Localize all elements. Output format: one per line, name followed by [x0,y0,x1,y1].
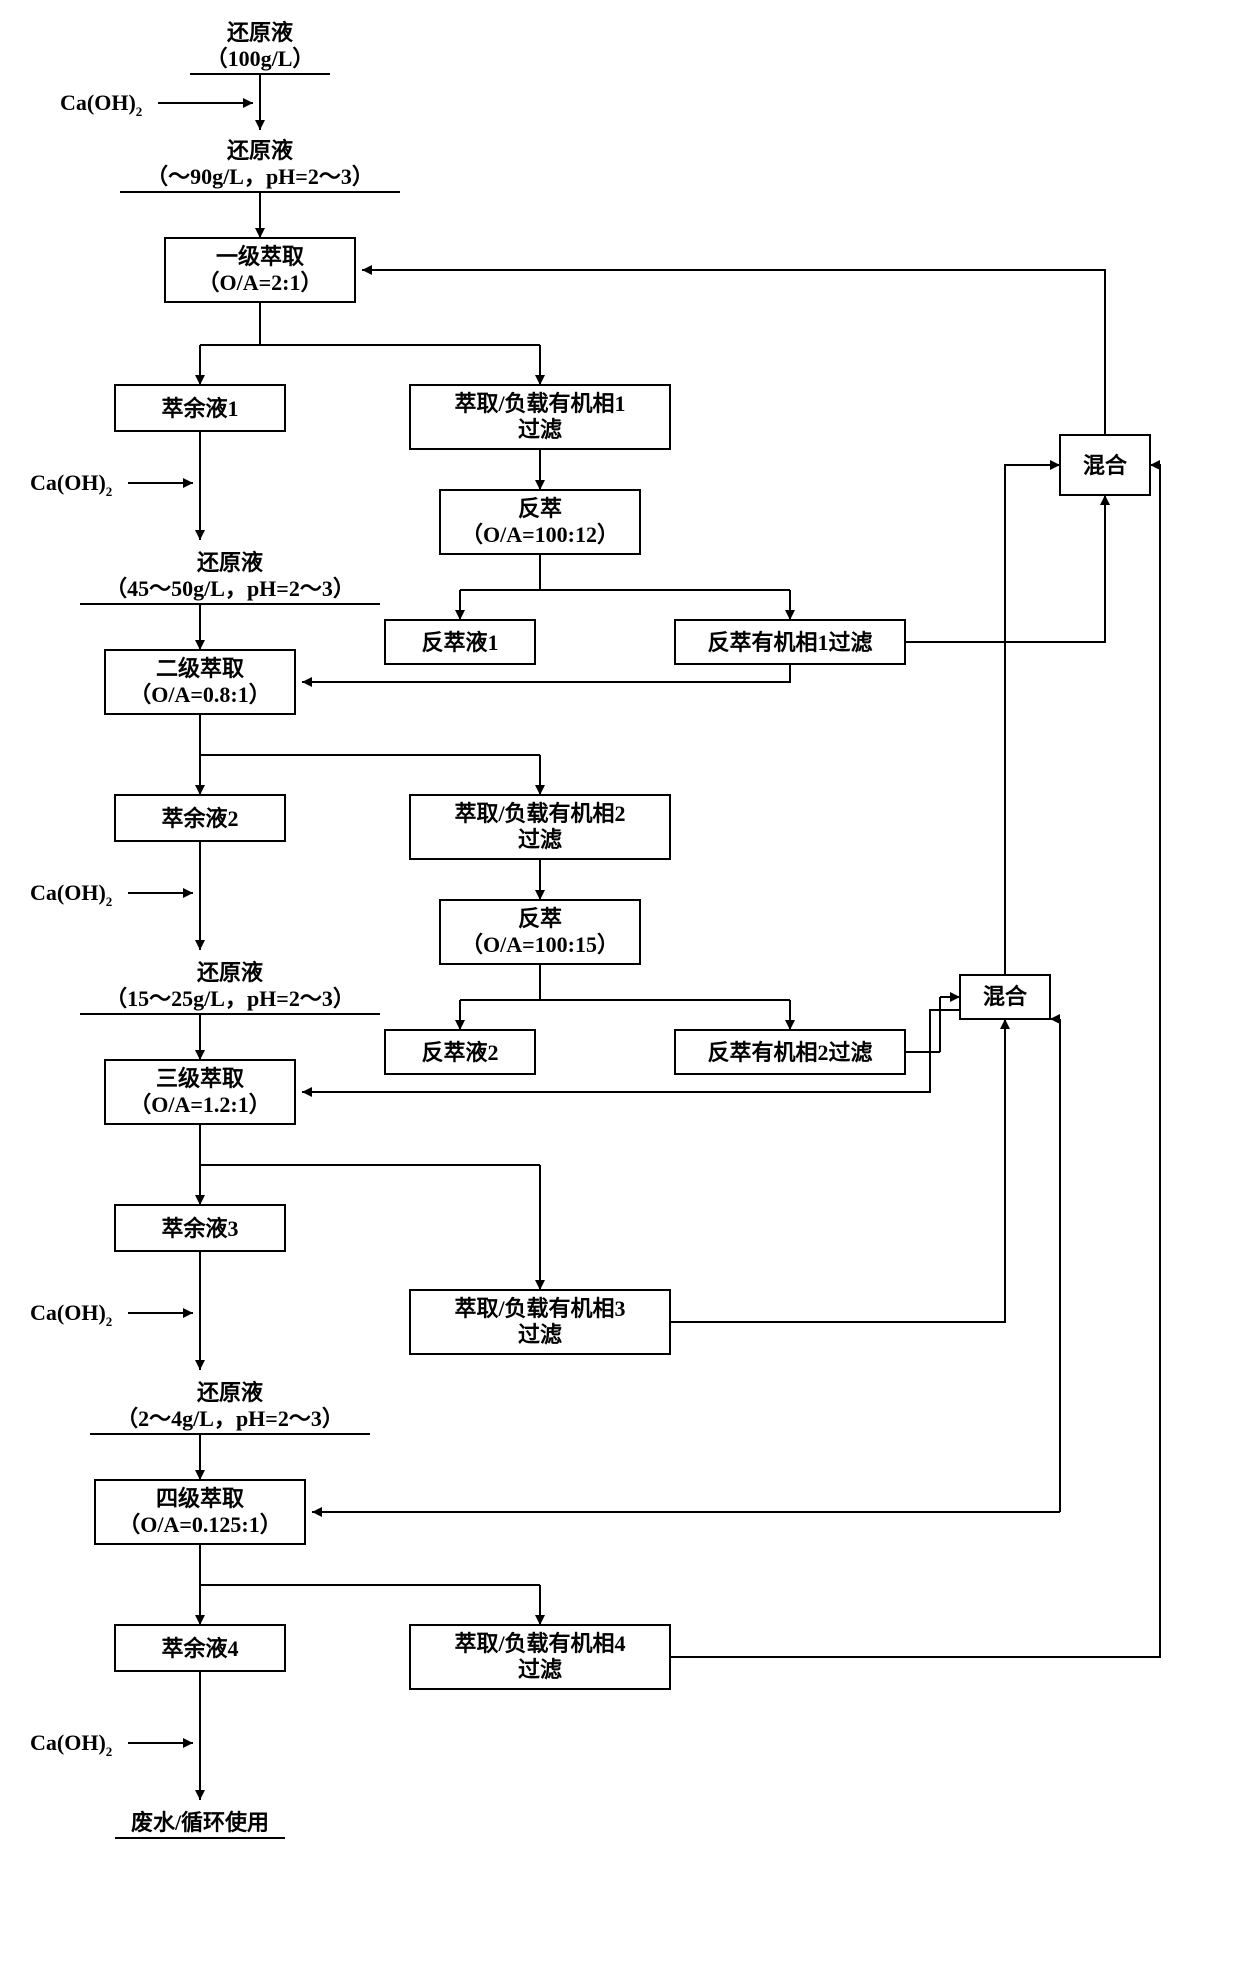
svg-text:还原液: 还原液 [196,960,263,985]
svg-text:还原液: 还原液 [196,550,263,575]
svg-text:（O/A=0.8:1）: （O/A=0.8:1） [129,682,270,707]
node-mix2: 混合 [960,975,1050,1019]
edge-recycle-1 [302,664,790,682]
node-strip1: 反萃 （O/A=100:12） [440,490,640,554]
node-extract3: 三级萃取 （O/A=1.2:1） [105,1060,295,1124]
svg-text:（2～4g/L，pH=2～3）: （2～4g/L，pH=2～3） [116,1406,344,1431]
node-load1: 萃取/负载有机相1 过滤 [410,385,670,449]
node-mix1: 混合 [1060,435,1150,495]
edge-mix2-mix1 [1005,465,1060,975]
svg-text:废水/循环使用: 废水/循环使用 [131,1810,269,1835]
svg-text:还原液: 还原液 [196,1380,263,1405]
node-load3: 萃取/负载有机相3 过滤 [410,1290,670,1354]
node-reduce3: 还原液 （45～50g/L，pH=2～3） [80,550,380,604]
svg-text:反萃液1: 反萃液1 [421,630,498,655]
svg-text:过滤: 过滤 [518,827,562,852]
svg-text:一级萃取: 一级萃取 [216,244,304,269]
node-reduce5: 还原液 （2～4g/L，pH=2～3） [90,1380,370,1434]
node-load2: 萃取/负载有机相2 过滤 [410,795,670,859]
svg-text:反萃: 反萃 [518,496,562,521]
node-raff2: 萃余液2 [115,795,285,841]
svg-text:二级萃取: 二级萃取 [156,656,244,681]
reagent-3: Ca(OH)2 [30,880,193,909]
svg-text:混合: 混合 [983,984,1028,1009]
svg-text:四级萃取: 四级萃取 [156,1486,244,1511]
svg-text:反萃: 反萃 [518,906,562,931]
svg-text:Ca(OH)2: Ca(OH)2 [30,1730,112,1759]
svg-text:萃余液3: 萃余液3 [161,1216,238,1241]
node-end: 废水/循环使用 [115,1810,285,1838]
svg-text:萃余液4: 萃余液4 [161,1636,238,1661]
reagent-1: Ca(OH)2 [60,90,253,119]
svg-text:（O/A=1.2:1）: （O/A=1.2:1） [129,1092,270,1117]
svg-text:还原液: 还原液 [226,20,293,45]
reagent-5: Ca(OH)2 [30,1730,193,1759]
node-reduce2: 还原液 （～90g/L，pH=2～3） [120,138,400,192]
svg-text:Ca(OH)2: Ca(OH)2 [60,90,142,119]
svg-text:反萃液2: 反萃液2 [421,1040,498,1065]
reagent-2: Ca(OH)2 [30,470,193,499]
node-extract2: 二级萃取 （O/A=0.8:1） [105,650,295,714]
reagent-4: Ca(OH)2 [30,1300,193,1329]
svg-text:三级萃取: 三级萃取 [156,1066,244,1091]
svg-text:萃余液2: 萃余液2 [161,806,238,831]
svg-text:过滤: 过滤 [518,1322,562,1347]
svg-text:（100g/L）: （100g/L） [206,46,315,71]
node-raff1: 萃余液1 [115,385,285,431]
svg-text:（45～50g/L，pH=2～3）: （45～50g/L，pH=2～3） [105,576,355,601]
svg-text:（15～25g/L，pH=2～3）: （15～25g/L，pH=2～3） [105,986,355,1011]
node-reduce4: 还原液 （15～25g/L，pH=2～3） [80,960,380,1014]
node-stripO2: 反萃有机相2过滤 [675,1030,905,1074]
svg-text:（～90g/L，pH=2～3）: （～90g/L，pH=2～3） [146,164,374,189]
node-stripO1: 反萃有机相1过滤 [675,620,905,664]
node-start: 还原液 （100g/L） [190,20,330,74]
svg-text:萃余液1: 萃余液1 [161,396,238,421]
svg-text:Ca(OH)2: Ca(OH)2 [30,880,112,909]
svg-text:（O/A=0.125:1）: （O/A=0.125:1） [118,1512,281,1537]
svg-text:萃取/负载有机相1: 萃取/负载有机相1 [454,391,625,416]
node-extract4: 四级萃取 （O/A=0.125:1） [95,1480,305,1544]
svg-text:过滤: 过滤 [518,417,562,442]
node-stripL2: 反萃液2 [385,1030,535,1074]
node-stripL1: 反萃液1 [385,620,535,664]
svg-text:Ca(OH)2: Ca(OH)2 [30,470,112,499]
svg-text:Ca(OH)2: Ca(OH)2 [30,1300,112,1329]
node-raff4: 萃余液4 [115,1625,285,1671]
node-strip2: 反萃 （O/A=100:15） [440,900,640,964]
svg-text:反萃有机相2过滤: 反萃有机相2过滤 [707,1040,872,1065]
node-extract1: 一级萃取 （O/A=2:1） [165,238,355,302]
svg-text:反萃有机相1过滤: 反萃有机相1过滤 [707,630,872,655]
node-raff3: 萃余液3 [115,1205,285,1251]
svg-text:还原液: 还原液 [226,138,293,163]
svg-text:萃取/负载有机相2: 萃取/负载有机相2 [454,801,625,826]
svg-text:过滤: 过滤 [518,1657,562,1682]
svg-text:萃取/负载有机相4: 萃取/负载有机相4 [454,1631,625,1656]
svg-text:（O/A=2:1）: （O/A=2:1） [198,270,323,295]
flowchart-canvas: 还原液 （100g/L） Ca(OH)2 还原液 （～90g/L，pH=2～3）… [0,0,1240,1970]
svg-text:萃取/负载有机相3: 萃取/负载有机相3 [454,1296,625,1321]
svg-text:混合: 混合 [1083,453,1128,478]
node-load4: 萃取/负载有机相4 过滤 [410,1625,670,1689]
svg-text:（O/A=100:15）: （O/A=100:15） [461,932,619,957]
svg-text:（O/A=100:12）: （O/A=100:12） [461,522,619,547]
